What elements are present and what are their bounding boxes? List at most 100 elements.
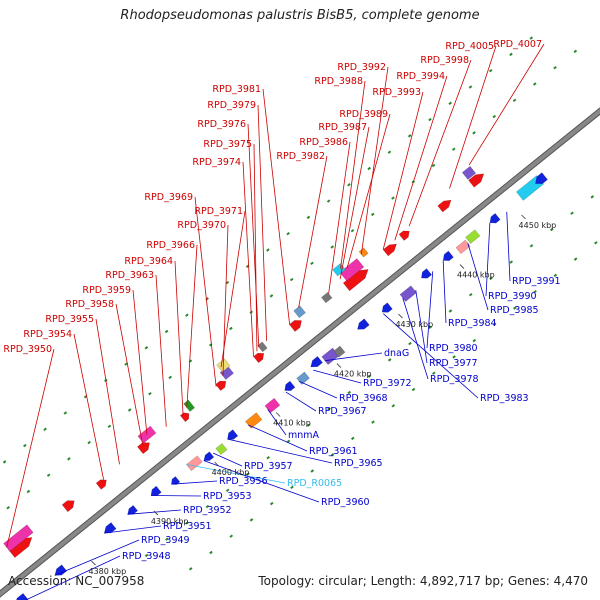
gene-label: RPD_3949 [141,535,190,546]
tick-mark [275,412,281,417]
track-dot [448,101,452,105]
track-dot [452,355,456,359]
leader-line [449,45,497,189]
leader-line [104,525,162,534]
leader-line [54,539,140,576]
leader-line [426,271,434,349]
leader-line [6,348,55,548]
gene-box [339,258,365,282]
gene-box [296,371,310,385]
leader-line [313,369,362,384]
track-dot [529,36,534,40]
leader-line [73,333,105,480]
gene-label: RPD_3966 [146,240,195,251]
leader-line [360,66,389,255]
track-dot [26,489,31,494]
track-dot [570,211,574,215]
gene-label: RPD_3957 [244,461,293,472]
gene-label: RPD_3968 [339,393,388,404]
leader-line [257,104,267,341]
gene-label: RPD_3989 [339,109,388,120]
gene-label: RPD_3981 [212,84,261,95]
leader-line [299,381,338,399]
reverse-gene-arrow [284,380,296,392]
gene-label: RPD_3961 [309,446,358,457]
gene-label: RPD_3955 [45,314,94,325]
track-dot [330,452,335,457]
track-dot [269,501,274,506]
genome-backbone [0,107,600,598]
leader-line [222,224,229,376]
gene-label: RPD_R0065 [287,478,342,489]
track-dot [509,52,513,57]
leader-line [402,297,429,380]
gene-features [3,165,548,600]
gene-label: RPD_3954 [23,329,72,340]
leader-line [267,409,287,436]
gene-label: RPD_3953 [203,491,252,502]
track-dot [431,371,436,375]
gene-box [465,229,481,244]
leader-line [253,143,258,352]
reverse-gene-arrow [171,476,181,485]
label-leaders [6,43,545,600]
reverse-gene-arrow [381,302,393,313]
track-dot [350,228,355,233]
track-dot [330,245,335,249]
tick-label: 4440 kbp [457,271,495,280]
reverse-gene-arrow [150,485,162,497]
track-dot [188,567,193,571]
track-dot [529,244,534,248]
leader-line [227,438,333,464]
leader-line [468,43,545,166]
track-dot [509,260,514,264]
track-dot [590,195,595,199]
tick-label: 4400 kbp [212,468,250,477]
tick-mark [459,264,465,269]
tick-mark [214,461,219,467]
forward-gene-arrow [61,500,75,513]
gene-label: RPD_4005 [445,41,494,52]
gene-label: RPD_3977 [429,358,478,369]
reverse-gene-arrow [227,429,239,440]
leader-line [220,210,246,368]
leader-line [328,141,351,294]
gene-label: RPD_3971 [194,206,243,217]
gene-label: RPD_3978 [430,374,479,385]
tick-mark [398,313,403,319]
track-dot [431,163,436,168]
gene-label: RPD_3980 [429,343,478,354]
leader-line [248,424,308,452]
gene-box [461,165,477,180]
gene-label: RPD_3963 [105,270,154,281]
leader-line [171,480,218,485]
track-dot [408,341,412,346]
leader-line [467,243,489,311]
reverse-gene-arrow [310,355,323,368]
map-title: Rhodopseudomonas palustris BisB5, comple… [120,8,480,23]
gene-label: RPD_3979 [207,100,256,111]
leader-line [127,509,182,515]
gene-label: RPD_3975 [203,139,252,150]
track-dot [269,294,274,298]
gene-label: RPD_3956 [219,476,268,487]
gene-label: RPD_3952 [183,505,232,516]
track-dot [310,469,315,473]
track-dot [488,68,493,73]
track-dot [229,534,234,538]
leader-line [506,211,511,282]
track-dot [512,98,517,103]
gene-label: RPD_3959 [82,285,131,296]
track-dot [6,506,10,510]
track-dot [553,65,557,70]
reverse-gene-arrow [54,564,68,576]
accession-text: Accession: NC_007958 [8,574,145,588]
leader-line [213,452,243,467]
gene-label: RPD_3967 [318,406,367,417]
track-dot [63,411,68,415]
track-dot [185,313,189,317]
track-dot [391,196,395,200]
track-dot [350,436,355,441]
